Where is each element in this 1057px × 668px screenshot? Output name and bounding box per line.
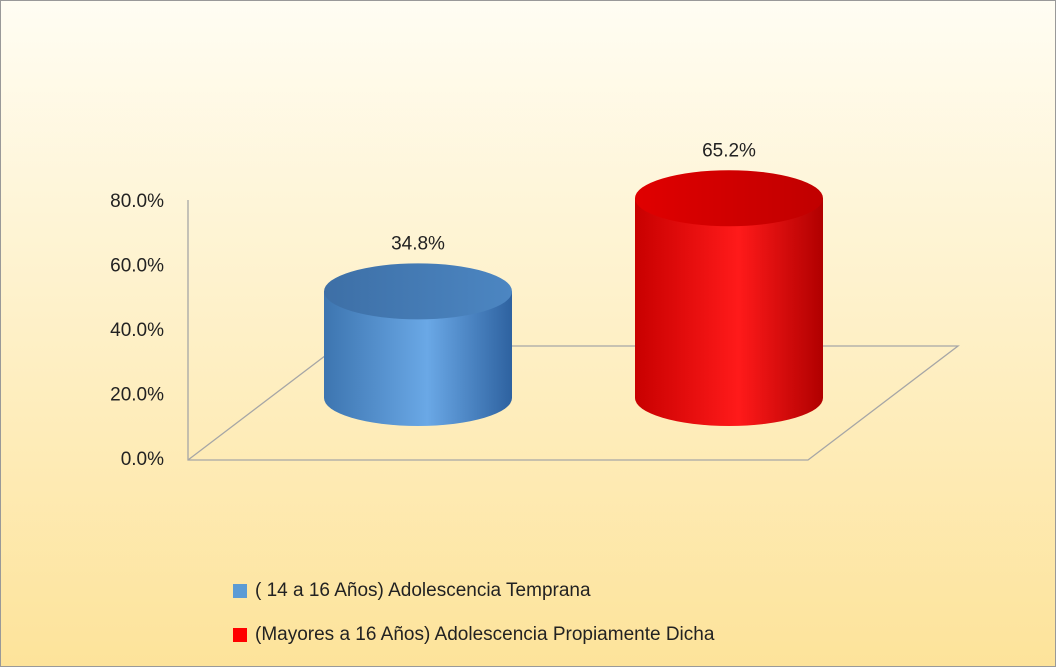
y-tick-label: 80.0% — [110, 191, 164, 212]
cylinder-body — [324, 291, 512, 426]
data-label: 34.8% — [391, 233, 445, 254]
legend-swatch — [233, 628, 247, 642]
y-tick-label: 40.0% — [110, 320, 164, 341]
cylinder-top — [635, 170, 823, 227]
legend-swatch — [233, 584, 247, 598]
y-tick-label: 20.0% — [110, 385, 164, 406]
legend-label: (Mayores a 16 Años) Adolescencia Propiam… — [255, 624, 715, 645]
data-label: 65.2% — [702, 140, 756, 161]
y-tick-label: 60.0% — [110, 256, 164, 277]
cylinder-body — [635, 198, 823, 426]
cylinder-top — [324, 263, 512, 320]
legend-label: ( 14 a 16 Años) Adolescencia Temprana — [255, 580, 591, 601]
y-tick-label: 0.0% — [121, 449, 164, 470]
floor — [187, 200, 960, 461]
